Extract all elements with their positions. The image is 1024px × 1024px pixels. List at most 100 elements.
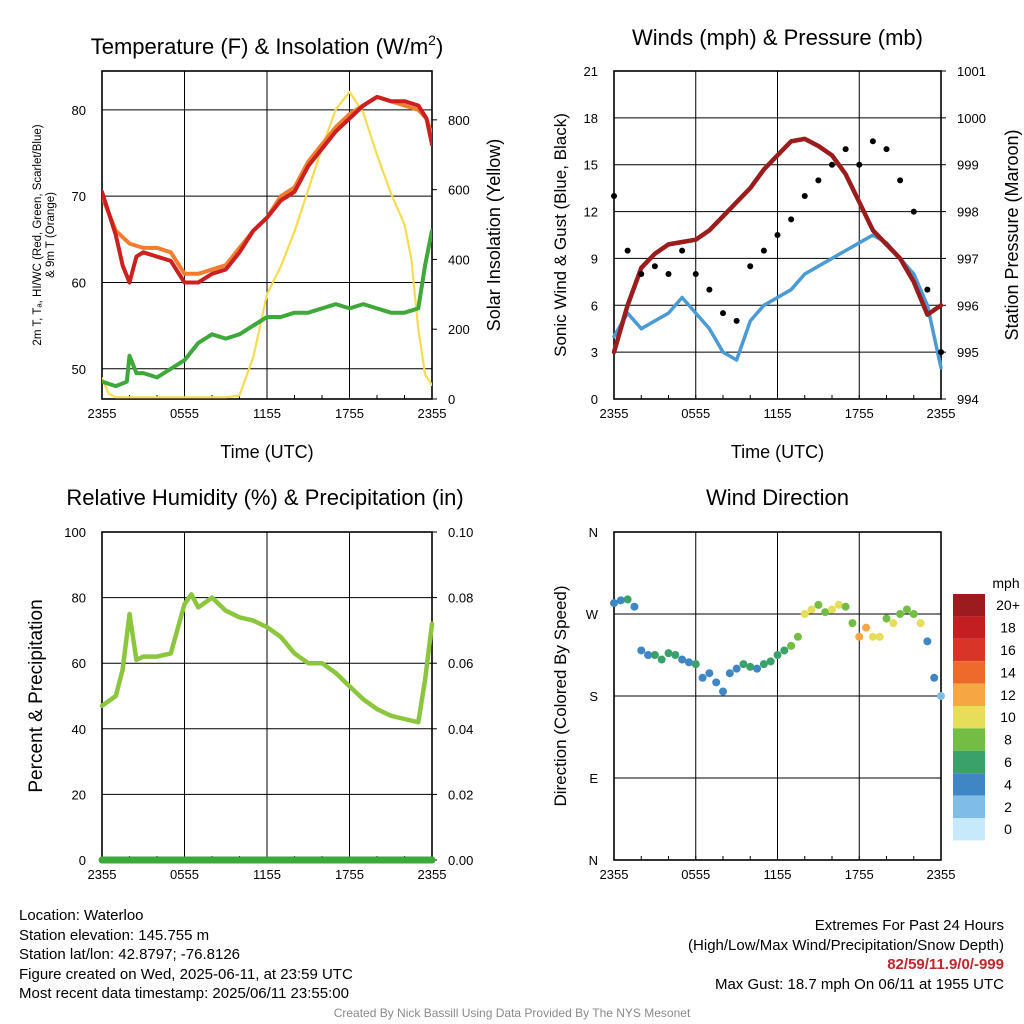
x-axis-label: Time (UTC) (220, 442, 313, 462)
direction-point (691, 660, 700, 669)
direction-point (732, 664, 741, 673)
gust-point (651, 263, 658, 270)
colorbar-label: 8 (1004, 732, 1012, 748)
extremes-summary: Extremes For Past 24 Hours (High/Low/Max… (688, 916, 1004, 994)
gust-point (611, 192, 617, 199)
series-station-pressure (611, 136, 944, 355)
series-relative-humidity (99, 592, 435, 725)
gust-point (869, 138, 876, 145)
direction-point (657, 655, 666, 664)
direction-point (644, 651, 653, 659)
y-tick-label: S (589, 689, 598, 704)
title-superscript: 2 (428, 32, 436, 48)
colorbar: mph 20+ 18 16 14 12 10 8 6 4 2 0 (953, 575, 1020, 841)
colorbar-label: 4 (1004, 776, 1012, 792)
colorbar-label: 18 (1000, 620, 1016, 636)
direction-point (753, 664, 762, 673)
y-right-tick-label: 0 (448, 392, 455, 407)
y-axis-label: Direction (Colored By Speed) (551, 585, 570, 806)
y-right-tick-label: 0.02 (448, 787, 473, 802)
y-tick-label: N (589, 525, 598, 540)
y-right-tick-label: 600 (448, 183, 470, 198)
y-tick-label: 40 (72, 722, 86, 737)
gust-point (706, 286, 713, 293)
direction-point (800, 610, 809, 618)
y-tick-label: 6 (591, 298, 598, 313)
gust-point (829, 161, 835, 168)
figure-created: Figure created on Wed, 2025-06-11, at 23… (19, 965, 353, 983)
direction-point (664, 649, 673, 658)
x-axis-label: Time (UTC) (731, 442, 824, 462)
direction-point (902, 605, 911, 614)
x-tick-label: 0555 (170, 867, 199, 882)
direction-point (807, 605, 816, 614)
x-tick-label: 1155 (253, 867, 281, 882)
colorbar-title: mph (992, 575, 1019, 591)
direction-point (637, 646, 646, 655)
y-tick-label: 18 (584, 111, 598, 126)
station-elevation: Station elevation: 145.755 m (19, 926, 210, 944)
y-right-tick-label: 0.04 (448, 722, 473, 737)
y-tick-label: 100 (64, 525, 86, 540)
direction-point (780, 646, 789, 655)
x-tick-label: 1155 (253, 406, 281, 421)
extremes-subheading: (High/Low/Max Wind/Precipitation/Snow De… (688, 936, 1004, 954)
direction-point (834, 600, 843, 609)
x-tick-label: 1755 (845, 406, 874, 421)
y-right-tick-label: 400 (448, 252, 470, 267)
direction-point (937, 692, 945, 700)
panel-title: Relative Humidity (%) & Precipitation (i… (66, 485, 463, 510)
y-right-tick-label: 997 (957, 251, 979, 266)
direction-point (875, 632, 884, 641)
direction-point (719, 687, 727, 696)
y-tick-label: 80 (72, 591, 86, 606)
direction-point (610, 599, 618, 608)
y-right-tick-label: 200 (448, 322, 470, 337)
direction-point (616, 596, 625, 605)
direction-point (739, 660, 748, 669)
y-right-tick-label: 800 (448, 113, 470, 128)
direction-point (773, 651, 782, 659)
direction-point (896, 610, 905, 618)
y-tick-label: 60 (72, 656, 86, 671)
gust-point (720, 310, 726, 317)
colorbar-swatch (953, 594, 985, 617)
x-tick-label: 1755 (335, 406, 364, 421)
gust-point (747, 263, 754, 270)
direction-point (759, 660, 768, 669)
colorbar-swatch (953, 616, 985, 639)
x-tick-label: 2355 (88, 867, 117, 882)
extremes-heading: Extremes For Past 24 Hours (814, 917, 1004, 934)
y-right-tick-label: 1000 (957, 111, 986, 126)
direction-point (712, 678, 721, 687)
y-tick-label: 20 (72, 787, 86, 802)
gust-point (679, 247, 686, 254)
credit-line: Created By Nick Bassill Using Data Provi… (333, 1006, 691, 1020)
direction-point (862, 623, 871, 632)
direction-point (814, 600, 823, 609)
direction-point (930, 673, 939, 682)
colorbar-label: 16 (1000, 642, 1016, 658)
x-tick-label: 2355 (927, 406, 956, 421)
direction-point (746, 662, 755, 671)
colorbar-swatch (953, 728, 985, 751)
y-tick-label: 50 (72, 362, 86, 377)
x-tick-label: 0555 (681, 867, 710, 882)
direction-point (882, 614, 891, 623)
x-tick-label: 1155 (764, 406, 792, 421)
gust-point (788, 216, 795, 223)
direction-point (787, 641, 796, 650)
y-right-tick-label: 0.00 (448, 853, 473, 868)
colorbar-label: 14 (1000, 664, 1016, 680)
x-tick-label: 1155 (764, 867, 792, 882)
gust-point (774, 232, 781, 238)
x-tick-label: 2355 (600, 867, 629, 882)
colorbar-swatch (953, 661, 985, 684)
direction-point (630, 602, 639, 611)
colorbar-swatch (953, 683, 985, 706)
colorbar-label: 6 (1004, 754, 1012, 770)
x-tick-label: 1755 (335, 867, 364, 882)
title-end: ) (436, 34, 443, 59)
extremes-values: 82/59/11.9/0/-999 (887, 956, 1004, 973)
